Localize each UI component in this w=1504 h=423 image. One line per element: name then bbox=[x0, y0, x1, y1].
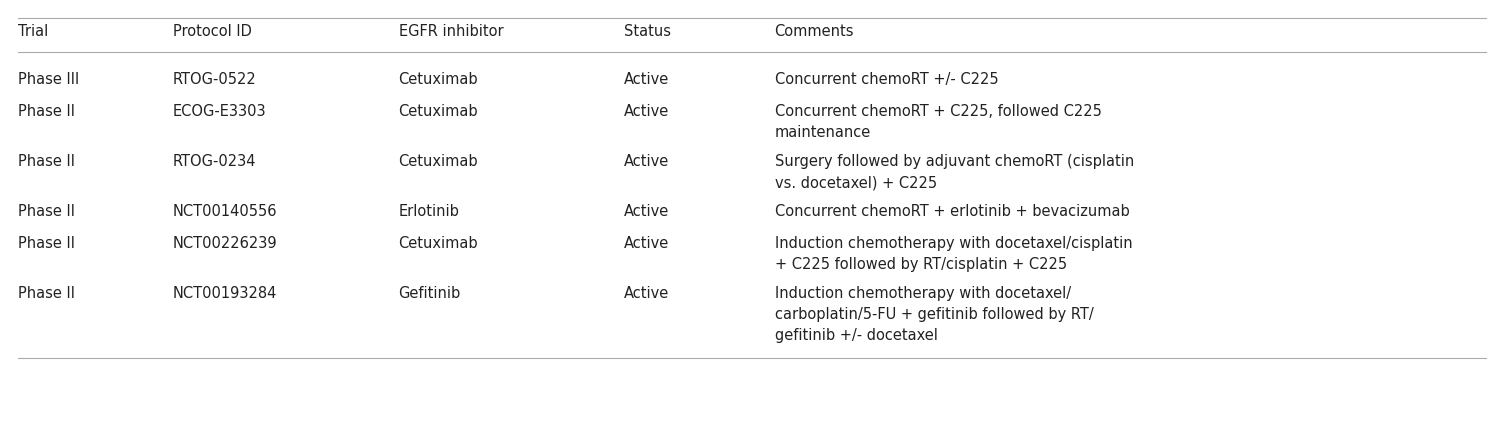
Text: Comments: Comments bbox=[775, 24, 854, 39]
Text: Phase II: Phase II bbox=[18, 104, 75, 119]
Text: Gefitinib: Gefitinib bbox=[399, 286, 460, 301]
Text: EGFR inhibitor: EGFR inhibitor bbox=[399, 24, 504, 39]
Text: Active: Active bbox=[624, 154, 669, 169]
Text: Phase II: Phase II bbox=[18, 236, 75, 251]
Text: RTOG-0234: RTOG-0234 bbox=[173, 154, 257, 169]
Text: Concurrent chemoRT + C225, followed C225
maintenance: Concurrent chemoRT + C225, followed C225… bbox=[775, 104, 1101, 140]
Text: Active: Active bbox=[624, 204, 669, 219]
Text: Phase II: Phase II bbox=[18, 286, 75, 301]
Text: Concurrent chemoRT + erlotinib + bevacizumab: Concurrent chemoRT + erlotinib + bevaciz… bbox=[775, 204, 1130, 219]
Text: Cetuximab: Cetuximab bbox=[399, 236, 478, 251]
Text: Surgery followed by adjuvant chemoRT (cisplatin
vs. docetaxel) + C225: Surgery followed by adjuvant chemoRT (ci… bbox=[775, 154, 1134, 190]
Text: Erlotinib: Erlotinib bbox=[399, 204, 459, 219]
Text: Active: Active bbox=[624, 72, 669, 87]
Text: Active: Active bbox=[624, 236, 669, 251]
Text: Induction chemotherapy with docetaxel/
carboplatin/5-FU + gefitinib followed by : Induction chemotherapy with docetaxel/ c… bbox=[775, 286, 1093, 343]
Text: Cetuximab: Cetuximab bbox=[399, 72, 478, 87]
Text: Phase II: Phase II bbox=[18, 204, 75, 219]
Text: Induction chemotherapy with docetaxel/cisplatin
+ C225 followed by RT/cisplatin : Induction chemotherapy with docetaxel/ci… bbox=[775, 236, 1133, 272]
Text: Trial: Trial bbox=[18, 24, 48, 39]
Text: Status: Status bbox=[624, 24, 671, 39]
Text: Active: Active bbox=[624, 104, 669, 119]
Text: NCT00226239: NCT00226239 bbox=[173, 236, 278, 251]
Text: Active: Active bbox=[624, 286, 669, 301]
Text: Phase II: Phase II bbox=[18, 154, 75, 169]
Text: Cetuximab: Cetuximab bbox=[399, 154, 478, 169]
Text: Cetuximab: Cetuximab bbox=[399, 104, 478, 119]
Text: Phase III: Phase III bbox=[18, 72, 80, 87]
Text: NCT00140556: NCT00140556 bbox=[173, 204, 277, 219]
Text: Protocol ID: Protocol ID bbox=[173, 24, 251, 39]
Text: NCT00193284: NCT00193284 bbox=[173, 286, 277, 301]
Text: ECOG-E3303: ECOG-E3303 bbox=[173, 104, 266, 119]
Text: Concurrent chemoRT +/- C225: Concurrent chemoRT +/- C225 bbox=[775, 72, 999, 87]
Text: RTOG-0522: RTOG-0522 bbox=[173, 72, 257, 87]
